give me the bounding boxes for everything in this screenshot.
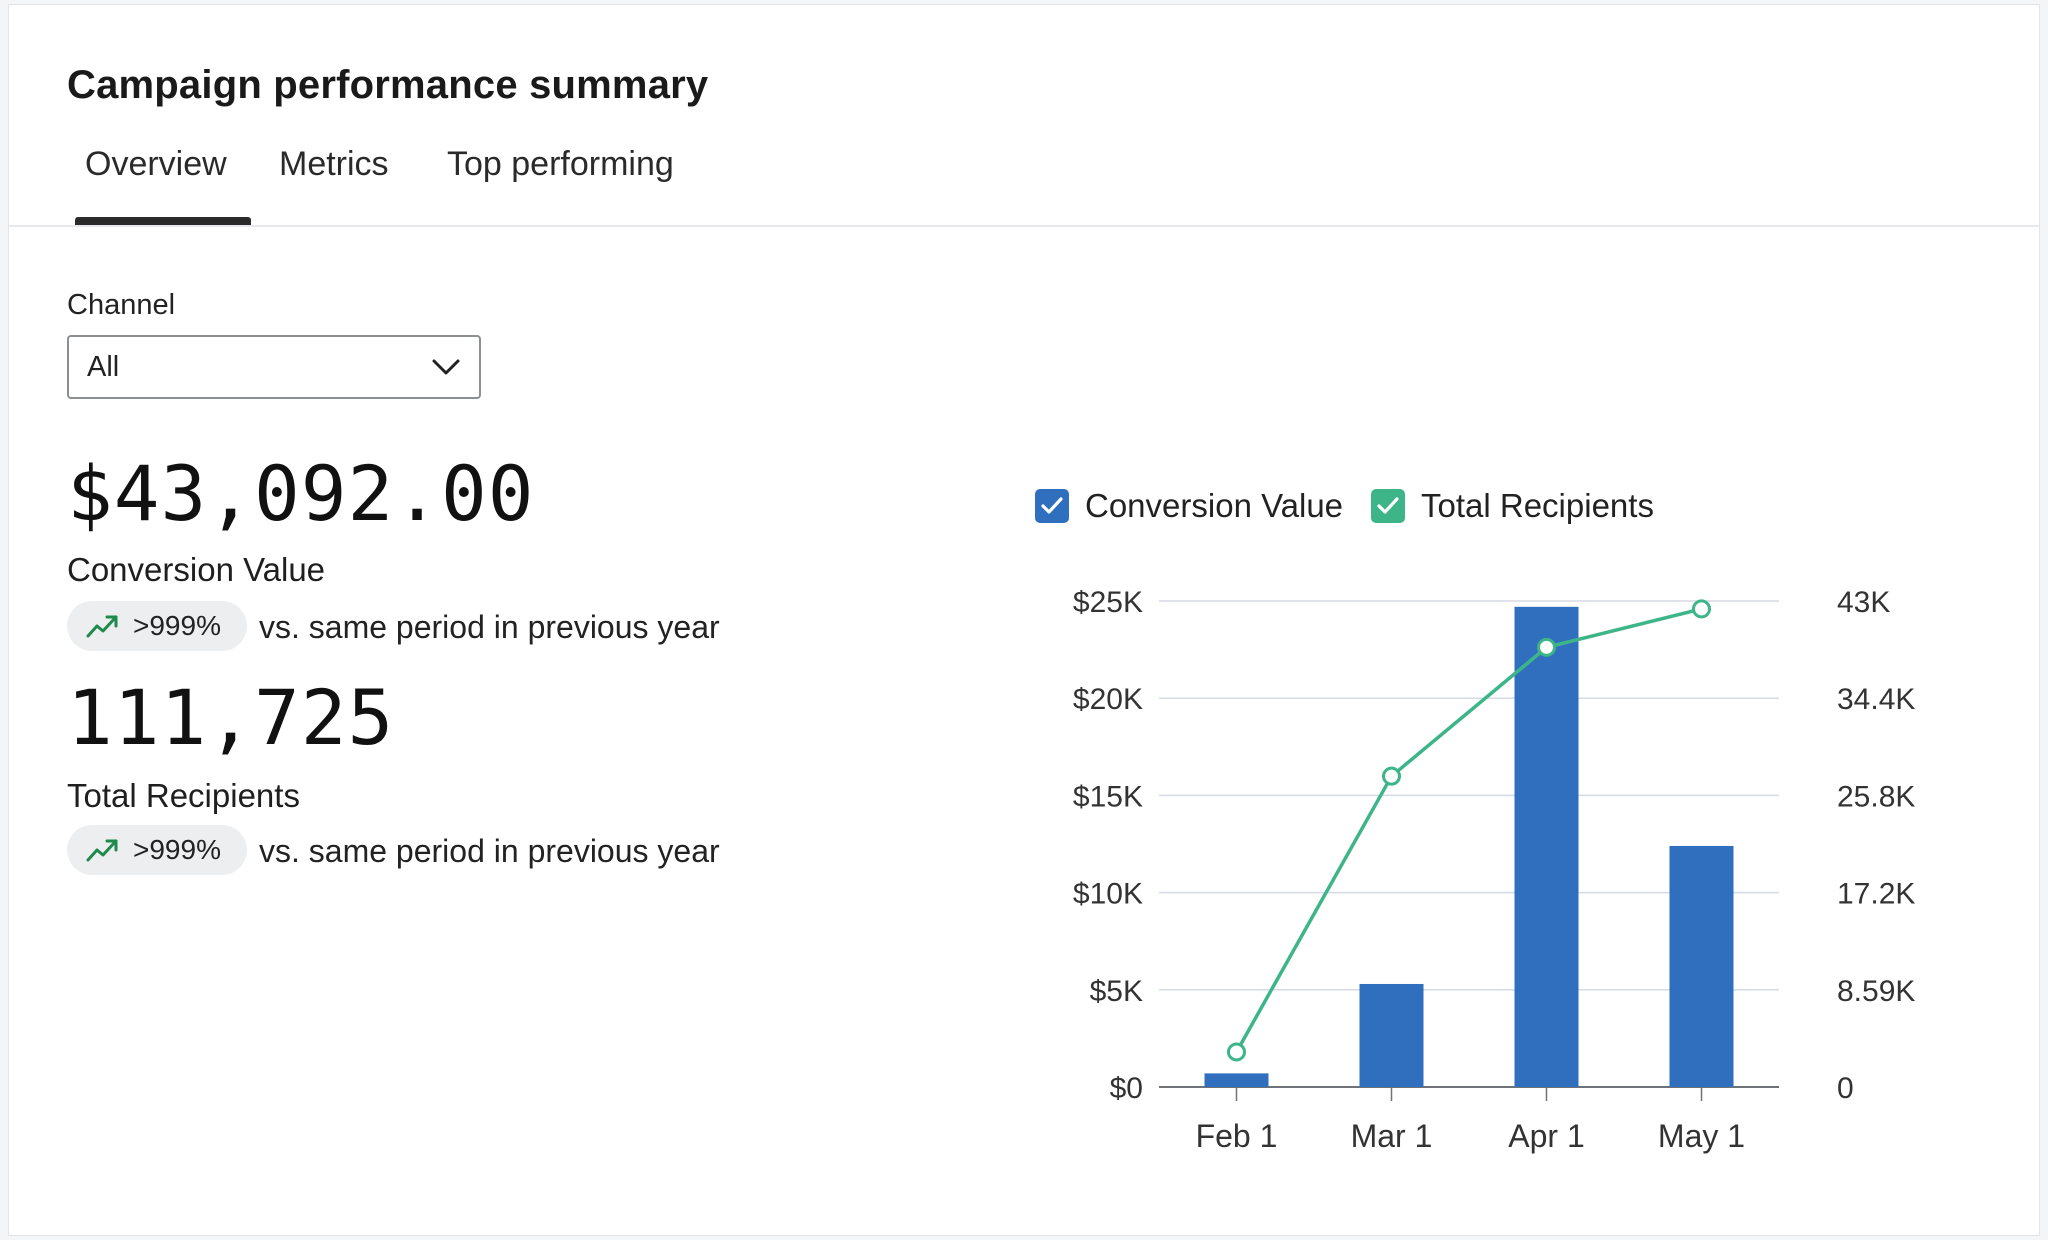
chevron-down-icon: [432, 359, 460, 375]
trend-comparison-text: vs. same period in previous year: [259, 609, 720, 645]
y-left-tick-label: $0: [1110, 1072, 1143, 1105]
channel-label: Channel: [67, 289, 176, 321]
channel-select-value: All: [87, 351, 120, 383]
trend-percent: >999%: [133, 610, 221, 641]
legend-total-recipients[interactable]: Total Recipients: [1371, 487, 1691, 527]
y-right-tick-label: 8.59K: [1837, 975, 1915, 1008]
y-right-tick-label: 0: [1837, 1072, 1854, 1105]
bar: [1669, 845, 1734, 1087]
legend-label: Total Recipients: [1421, 487, 1654, 524]
conversion-value-amount: $43,092.00: [67, 449, 535, 538]
line-point: [1537, 637, 1556, 657]
conversion-value-label: Conversion Value: [67, 551, 326, 588]
y-left-tick-label: $10K: [1073, 878, 1143, 911]
combo-chart: $0 0 $5K 8.59K $10K 17.2K $15K 25.8K $20K 34.4K $2…: [1073, 586, 1915, 1154]
total-recipients-label: Total Recipients: [67, 777, 300, 814]
x-tick-label: Apr 1: [1508, 1118, 1584, 1154]
tab-overview[interactable]: Overview: [85, 145, 227, 183]
checkbox-checked-icon[interactable]: [1035, 489, 1069, 523]
channel-select[interactable]: All: [67, 335, 481, 399]
trend-comparison-text: vs. same period in previous year: [259, 833, 720, 869]
trending-up-icon: [86, 839, 118, 862]
bar: [1204, 1073, 1269, 1087]
tab-metrics[interactable]: Metrics: [279, 145, 389, 183]
y-right-tick-label: 34.4K: [1837, 683, 1915, 716]
trend-percent: >999%: [133, 834, 221, 865]
y-right-tick-label: 17.2K: [1837, 878, 1915, 911]
tab-top-performing[interactable]: Top performing: [447, 145, 674, 183]
x-tick-label: Mar 1: [1351, 1118, 1433, 1154]
y-left-tick-label: $20K: [1073, 683, 1143, 716]
y-left-tick-label: $15K: [1073, 780, 1143, 813]
x-tick-label: Feb 1: [1196, 1118, 1278, 1154]
line-point: [1692, 599, 1711, 619]
y-right-tick-label: 25.8K: [1837, 780, 1915, 813]
bar: [1514, 606, 1579, 1087]
total-recipients-amount: 111,725: [67, 673, 395, 762]
trend-badge: >999%: [67, 825, 247, 875]
line-point: [1227, 1042, 1246, 1062]
legend-conversion-value[interactable]: Conversion Value: [1035, 487, 1355, 527]
series-line: [1234, 607, 1702, 1053]
x-tick-label: May 1: [1658, 1118, 1745, 1154]
trend-badge: >999%: [67, 601, 247, 651]
bar: [1359, 983, 1424, 1087]
tab-divider: [9, 225, 2039, 227]
legend-label: Conversion Value: [1085, 487, 1344, 524]
y-left-tick-label: $25K: [1073, 586, 1143, 619]
active-tab-indicator: [75, 217, 251, 225]
line-point: [1382, 766, 1401, 786]
page-title: Campaign performance summary: [67, 63, 709, 107]
trending-up-icon: [86, 615, 118, 638]
checkbox-checked-icon[interactable]: [1371, 489, 1405, 523]
tab-bar: Overview Metrics Top performing: [9, 145, 2039, 227]
summary-card: Campaign performance summary Overview Me…: [8, 4, 2040, 1236]
y-left-tick-label: $5K: [1090, 975, 1143, 1008]
y-right-tick-label: 43K: [1837, 586, 1890, 619]
